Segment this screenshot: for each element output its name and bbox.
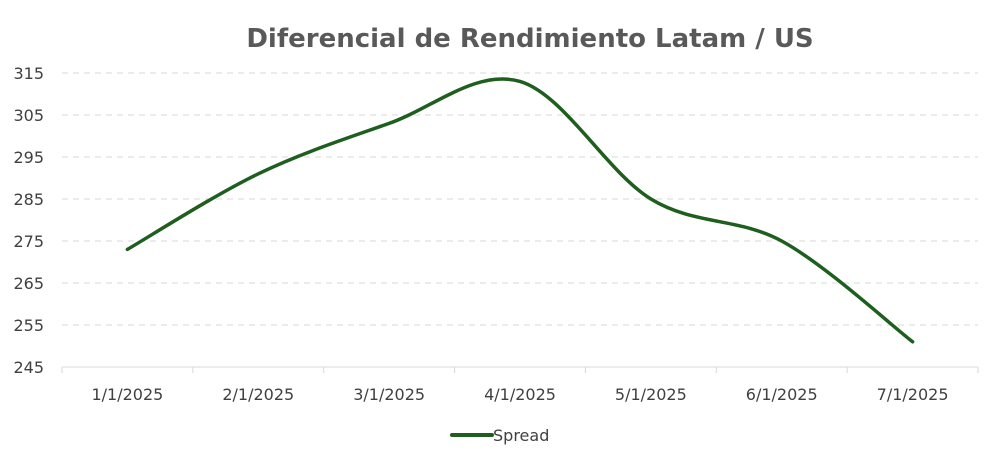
series-line-spread bbox=[125, 77, 915, 344]
chart-title: Diferencial de Rendimiento Latam / US bbox=[246, 24, 813, 54]
y-tick-label: 265 bbox=[13, 274, 44, 293]
y-tick-label: 295 bbox=[13, 148, 44, 167]
x-axis-ticks: 1/1/2025 2/1/2025 3/1/2025 4/1/2025 5/1/2025… bbox=[61, 367, 979, 404]
x-tick-label: 5/1/2025 bbox=[615, 385, 687, 404]
x-tick-label: 6/1/2025 bbox=[746, 385, 818, 404]
y-tick-label: 305 bbox=[13, 106, 44, 125]
gridlines bbox=[62, 72, 978, 368]
legend: Spread bbox=[450, 426, 549, 445]
x-tick-label: 3/1/2025 bbox=[353, 385, 425, 404]
x-tick-label: 7/1/2025 bbox=[877, 385, 949, 404]
x-tick-label: 2/1/2025 bbox=[222, 385, 294, 404]
y-axis-ticks: 245 255 265 275 285 295 305 315 bbox=[13, 64, 44, 377]
y-tick-label: 275 bbox=[13, 232, 44, 251]
y-tick-label: 285 bbox=[13, 190, 44, 209]
y-tick-label: 315 bbox=[13, 64, 44, 83]
series-layer bbox=[125, 77, 915, 344]
x-tick-label: 4/1/2025 bbox=[484, 385, 556, 404]
x-tick-label: 1/1/2025 bbox=[91, 385, 163, 404]
y-tick-label: 245 bbox=[13, 358, 44, 377]
legend-label-spread: Spread bbox=[493, 426, 549, 445]
y-tick-label: 255 bbox=[13, 316, 44, 335]
